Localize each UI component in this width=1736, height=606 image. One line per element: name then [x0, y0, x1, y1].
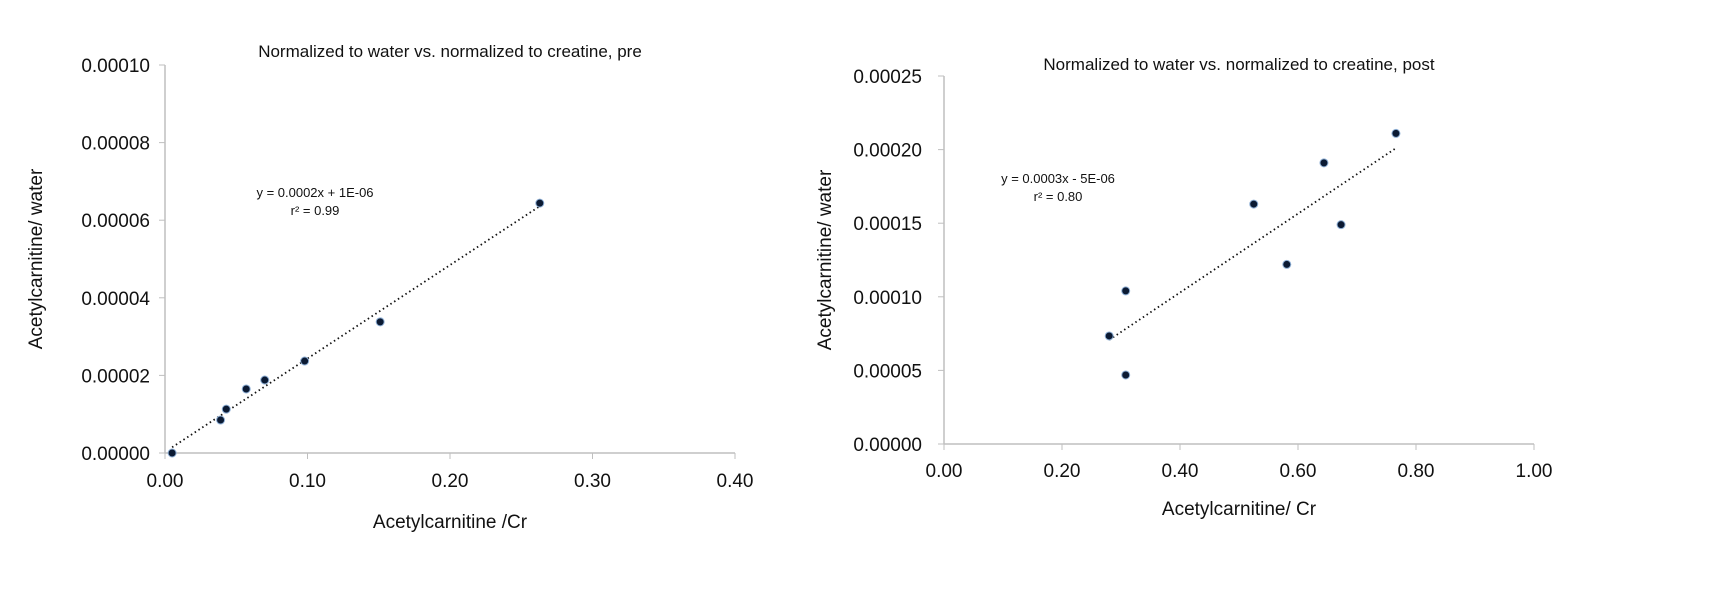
- chart-pre: Normalized to water vs. normalized to cr…: [26, 42, 753, 533]
- chart-title: Normalized to water vs. normalized to cr…: [258, 42, 642, 61]
- y-tick-label: 0.00006: [81, 211, 150, 232]
- x-tick-label: 0.00: [147, 471, 184, 492]
- y-tick-label: 0.00002: [81, 366, 150, 387]
- data-point: [1121, 286, 1131, 296]
- y-tick-label: 0.00010: [853, 288, 922, 309]
- y-tick-label: 0.00004: [81, 289, 150, 310]
- data-point: [167, 448, 177, 458]
- data-point: [260, 375, 270, 385]
- y-axis-label: Acetylcarnitine/ water: [815, 169, 836, 350]
- data-point: [1336, 220, 1346, 230]
- data-point: [1249, 199, 1259, 209]
- data-point: [1282, 259, 1292, 269]
- y-tick-label: 0.00015: [853, 214, 922, 235]
- data-point: [375, 317, 385, 327]
- x-axis-label: Acetylcarnitine /Cr: [373, 512, 528, 533]
- y-tick-label: 0.00025: [853, 67, 922, 88]
- data-point: [1104, 331, 1114, 341]
- x-tick-label: 0.10: [289, 471, 326, 492]
- trendline-equation: y = 0.0002x + 1E-06: [256, 185, 373, 200]
- data-point: [241, 384, 251, 394]
- trendline: [1108, 147, 1397, 341]
- trendline-r2: r² = 0.99: [291, 203, 340, 218]
- data-point: [535, 198, 545, 208]
- y-tick-label: 0.00008: [81, 134, 150, 155]
- chart-post: Normalized to water vs. normalized to cr…: [815, 55, 1552, 520]
- y-axis-label: Acetylcarnitine/ water: [26, 168, 47, 349]
- data-point: [1319, 158, 1329, 168]
- data-point: [216, 415, 226, 425]
- x-tick-label: 0.40: [717, 471, 754, 492]
- x-tick-label: 0.30: [574, 471, 611, 492]
- x-tick-label: 0.80: [1398, 461, 1435, 482]
- x-tick-label: 0.20: [1044, 461, 1081, 482]
- y-tick-label: 0.00000: [81, 444, 150, 465]
- chart-title: Normalized to water vs. normalized to cr…: [1043, 55, 1434, 74]
- y-tick-label: 0.00000: [853, 435, 922, 456]
- data-point: [1121, 370, 1131, 380]
- x-tick-label: 0.00: [926, 461, 963, 482]
- y-tick-label: 0.00005: [853, 361, 922, 382]
- x-axis-label: Acetylcarnitine/ Cr: [1162, 499, 1317, 520]
- y-tick-label: 0.00020: [853, 141, 922, 162]
- trendline-r2: r² = 0.80: [1034, 189, 1083, 204]
- data-point: [300, 356, 310, 366]
- trendline-equation: y = 0.0003x - 5E-06: [1001, 171, 1115, 186]
- data-point: [1391, 128, 1401, 138]
- data-point: [221, 404, 231, 414]
- x-tick-label: 0.20: [432, 471, 469, 492]
- trendline: [171, 205, 541, 449]
- x-tick-label: 0.40: [1162, 461, 1199, 482]
- x-tick-label: 0.60: [1280, 461, 1317, 482]
- x-tick-label: 1.00: [1516, 461, 1553, 482]
- y-tick-label: 0.00010: [81, 56, 150, 77]
